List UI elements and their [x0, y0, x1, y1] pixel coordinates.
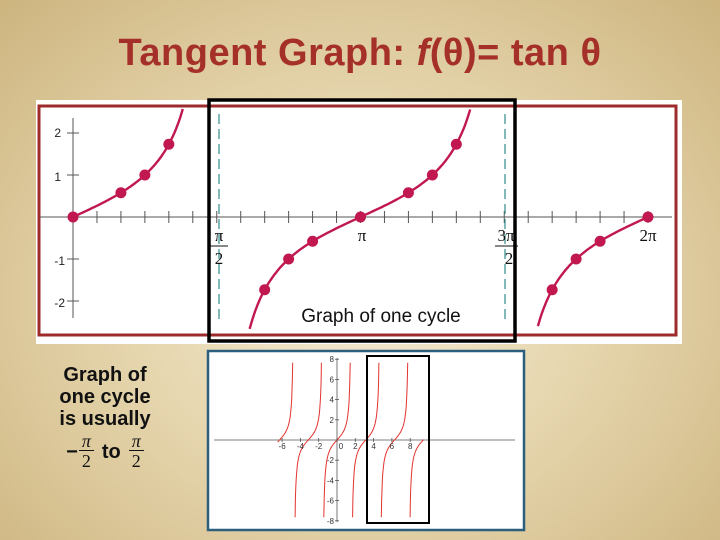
- mini-x-tick-label: 8: [408, 442, 413, 451]
- title-argument: (θ): [429, 32, 478, 74]
- mini-one-cycle-box: [366, 355, 430, 524]
- mini-x-tick-label: -2: [315, 442, 323, 451]
- x-label-2pi: 2π: [639, 226, 657, 245]
- note-minus-sign: −: [66, 440, 78, 463]
- tangent-branch-3: [536, 215, 649, 327]
- slide-title: Tangent Graph: f(θ)= tan θ: [0, 32, 720, 75]
- data-point: [259, 284, 271, 296]
- mini-tangent-branch: [352, 362, 380, 518]
- data-point: [355, 211, 367, 223]
- mini-y-tick-label: -6: [327, 497, 335, 506]
- data-point: [402, 187, 414, 199]
- mini-tangent-branch: [380, 362, 409, 518]
- mini-y-tick-label: -8: [327, 517, 335, 526]
- side-note: Graph of one cycle is usually − π 2 to π 2: [40, 364, 170, 471]
- mini-y-tick-label: -2: [327, 456, 335, 465]
- y-tick-label-neg2: -2: [54, 296, 65, 310]
- x-label-pi: π: [358, 226, 367, 245]
- mini-x-tick-label: 2: [353, 442, 358, 451]
- one-cycle-highlight-box: [207, 98, 517, 343]
- data-point: [546, 284, 558, 296]
- x-label-pi-over-2: π 2: [210, 226, 228, 268]
- data-point: [642, 211, 654, 223]
- data-point: [163, 138, 175, 150]
- x-label-pi-over-2-numerator: π: [215, 226, 224, 245]
- y-tick-marks: [67, 132, 79, 302]
- data-point: [450, 138, 462, 150]
- mini-tangent-branch: [294, 362, 322, 518]
- mini-x-tick-label: 0: [339, 442, 344, 451]
- mini-x-tick-label: 4: [371, 442, 376, 451]
- tangent-branch-1: [72, 108, 184, 219]
- data-point: [139, 169, 151, 181]
- y-tick-label-neg1: -1: [54, 254, 65, 268]
- note-frac2-den: 2: [131, 451, 141, 471]
- title-prefix: Tangent Graph:: [118, 32, 417, 74]
- mini-tangent-branch: [409, 439, 424, 518]
- data-point: [570, 253, 582, 265]
- note-range: − π 2 to π 2: [40, 432, 170, 471]
- mini-y-tick-label: 8: [330, 355, 335, 364]
- data-point: [307, 235, 319, 247]
- mini-x-tick-label: -4: [297, 442, 305, 451]
- note-line-2: one cycle: [59, 386, 151, 408]
- data-point: [67, 211, 79, 223]
- note-frac1-den: 2: [81, 451, 91, 471]
- x-label-pi-over-2-denominator: 2: [215, 249, 224, 268]
- x-label-3pi-over-2-denominator: 2: [505, 249, 514, 268]
- y-tick-label-2: 2: [54, 126, 61, 140]
- mini-tangent-branch: [277, 362, 294, 443]
- title-rest: = tan θ: [477, 32, 602, 74]
- mini-y-tick-label: -4: [327, 476, 335, 485]
- main-chart-border: [37, 104, 678, 337]
- mini-x-tick-label: 6: [390, 442, 395, 451]
- note-line-1: Graph of: [63, 364, 147, 386]
- mini-y-tick-label: 2: [330, 416, 335, 425]
- mini-x-tick-label: -6: [279, 442, 287, 451]
- note-to: to: [101, 440, 121, 463]
- note-frac1-num: π: [78, 432, 94, 451]
- title-function-name: f: [416, 32, 430, 74]
- y-tick-label-1: 1: [54, 170, 61, 184]
- data-point: [426, 169, 438, 181]
- note-line-3: is usually: [59, 408, 151, 430]
- mini-tangent-curves: [277, 362, 424, 518]
- data-point: [283, 253, 295, 265]
- note-frac2-num: π: [128, 432, 144, 451]
- data-point-markers: [67, 138, 654, 296]
- mini-y-tick-label: 6: [330, 375, 335, 384]
- data-point: [594, 235, 606, 247]
- one-cycle-annotation: Graph of one cycle: [301, 306, 460, 327]
- mini-y-tick-label: 4: [330, 396, 335, 405]
- x-label-3pi-over-2-numerator: 3π: [497, 226, 515, 245]
- data-point: [115, 187, 127, 199]
